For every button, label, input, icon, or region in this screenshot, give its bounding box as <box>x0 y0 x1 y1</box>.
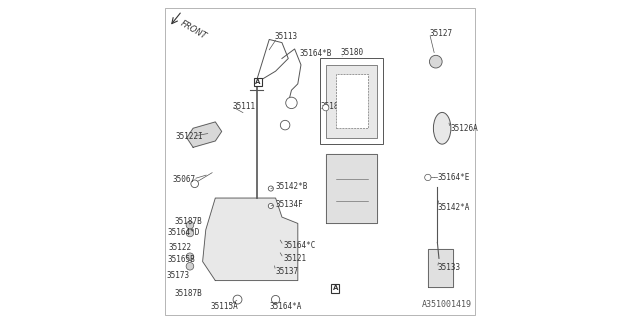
FancyBboxPatch shape <box>331 284 339 292</box>
Text: 35189: 35189 <box>320 101 343 111</box>
Text: 35133: 35133 <box>437 263 461 272</box>
Text: 35121: 35121 <box>284 254 307 263</box>
Text: 35164*A: 35164*A <box>269 302 301 311</box>
Text: 35122: 35122 <box>168 243 191 252</box>
Circle shape <box>186 253 194 260</box>
Text: 35165B: 35165B <box>168 255 195 264</box>
Circle shape <box>191 180 198 188</box>
Text: 35113: 35113 <box>274 32 297 41</box>
Text: 35111: 35111 <box>233 101 256 111</box>
Circle shape <box>268 204 273 209</box>
Circle shape <box>280 120 290 130</box>
Circle shape <box>233 295 242 304</box>
Polygon shape <box>187 122 221 147</box>
Text: 35134F: 35134F <box>276 200 303 209</box>
Circle shape <box>429 55 442 68</box>
Text: FRONT: FRONT <box>179 19 208 42</box>
Text: A351001419: A351001419 <box>422 300 472 309</box>
Circle shape <box>186 221 194 229</box>
Polygon shape <box>428 249 453 287</box>
Circle shape <box>268 186 273 191</box>
Circle shape <box>323 105 329 111</box>
Polygon shape <box>326 65 377 138</box>
Circle shape <box>186 229 194 237</box>
FancyBboxPatch shape <box>254 78 262 86</box>
Text: 35067: 35067 <box>173 174 196 184</box>
Ellipse shape <box>433 112 451 144</box>
Text: 35142*A: 35142*A <box>437 203 470 212</box>
Text: 35142*B: 35142*B <box>276 182 308 191</box>
Text: A: A <box>255 79 261 85</box>
Text: 35180: 35180 <box>340 48 364 57</box>
Text: 35164*E: 35164*E <box>437 173 470 182</box>
Circle shape <box>425 174 431 180</box>
Text: 35187B: 35187B <box>174 217 202 226</box>
Text: A: A <box>333 285 338 292</box>
Text: 35115A: 35115A <box>211 302 238 311</box>
Text: 35164*C: 35164*C <box>284 241 316 250</box>
Text: 35164*D: 35164*D <box>167 228 200 237</box>
Text: 35164*B: 35164*B <box>300 49 332 58</box>
Text: 35127: 35127 <box>429 28 452 38</box>
Polygon shape <box>336 74 367 128</box>
Text: 35187B: 35187B <box>174 289 202 298</box>
Text: 35137: 35137 <box>276 267 299 276</box>
Text: 35173: 35173 <box>166 271 189 280</box>
Circle shape <box>271 295 280 304</box>
Polygon shape <box>326 154 377 223</box>
Circle shape <box>285 97 297 108</box>
Circle shape <box>186 262 194 270</box>
Text: 35122I: 35122I <box>175 132 204 141</box>
Text: 35126A: 35126A <box>450 124 478 133</box>
Polygon shape <box>203 198 298 281</box>
